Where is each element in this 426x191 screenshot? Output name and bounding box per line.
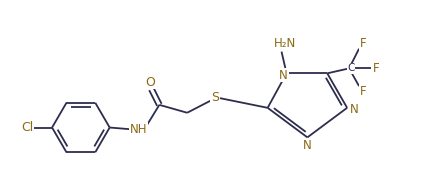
Text: H₂N: H₂N: [273, 37, 295, 50]
Text: O: O: [145, 76, 155, 89]
Text: N: N: [349, 103, 357, 116]
Text: F: F: [359, 85, 366, 98]
Text: N: N: [279, 69, 287, 82]
Text: C: C: [347, 63, 354, 73]
Text: Cl: Cl: [21, 121, 33, 134]
Text: F: F: [372, 62, 378, 75]
Text: F: F: [359, 37, 366, 50]
Text: S: S: [210, 91, 219, 104]
Text: NH: NH: [130, 123, 147, 136]
Text: N: N: [302, 139, 311, 152]
